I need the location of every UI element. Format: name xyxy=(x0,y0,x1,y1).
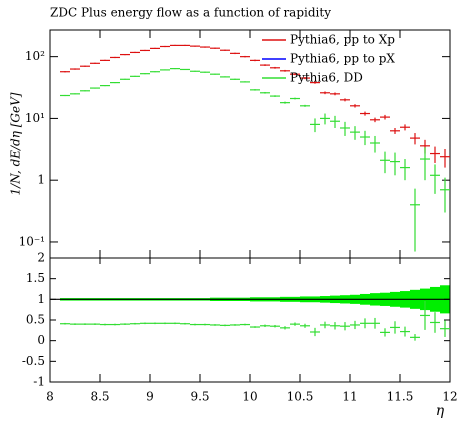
x-tick-label: 12 xyxy=(442,390,457,404)
legend-label: Pythia6, pp to Xp xyxy=(290,33,395,47)
ratio-y-tick-label: 1 xyxy=(37,292,45,306)
x-tick-label: 9.5 xyxy=(190,390,209,404)
y-tick-label: 1 xyxy=(37,173,45,187)
x-tick-label: 11.5 xyxy=(387,390,414,404)
chart-title: ZDC Plus energy flow as a function of ra… xyxy=(50,6,331,20)
y-axis-label: 1/N, dE/dη [GeV] xyxy=(9,92,23,195)
ratio-y-tick-label: -0.5 xyxy=(22,354,45,368)
x-tick-label: 10.5 xyxy=(287,390,314,404)
ratio-y-tick-label: 2 xyxy=(37,251,45,265)
ratio-y-tick-label: -1 xyxy=(33,375,45,389)
x-tick-label: 11 xyxy=(342,390,357,404)
ratio-y-tick-label: 0.5 xyxy=(26,313,45,327)
y-tick-label: 10¹ xyxy=(25,111,45,125)
y-tick-label: 10² xyxy=(25,49,45,63)
x-tick-label: 8 xyxy=(46,390,54,404)
legend-label: Pythia6, pp to pX xyxy=(290,52,395,66)
x-axis-label: η xyxy=(436,403,445,419)
x-tick-label: 9 xyxy=(146,390,154,404)
y-tick-label: 10⁻¹ xyxy=(19,234,45,248)
ratio-y-tick-label: 0 xyxy=(37,333,45,347)
x-tick-label: 10 xyxy=(242,390,257,404)
ratio-frame xyxy=(49,257,451,383)
legend-label: Pythia6, DD xyxy=(290,71,363,85)
ratio-y-tick-label: 1.5 xyxy=(26,271,45,285)
x-tick-label: 8.5 xyxy=(90,390,109,404)
